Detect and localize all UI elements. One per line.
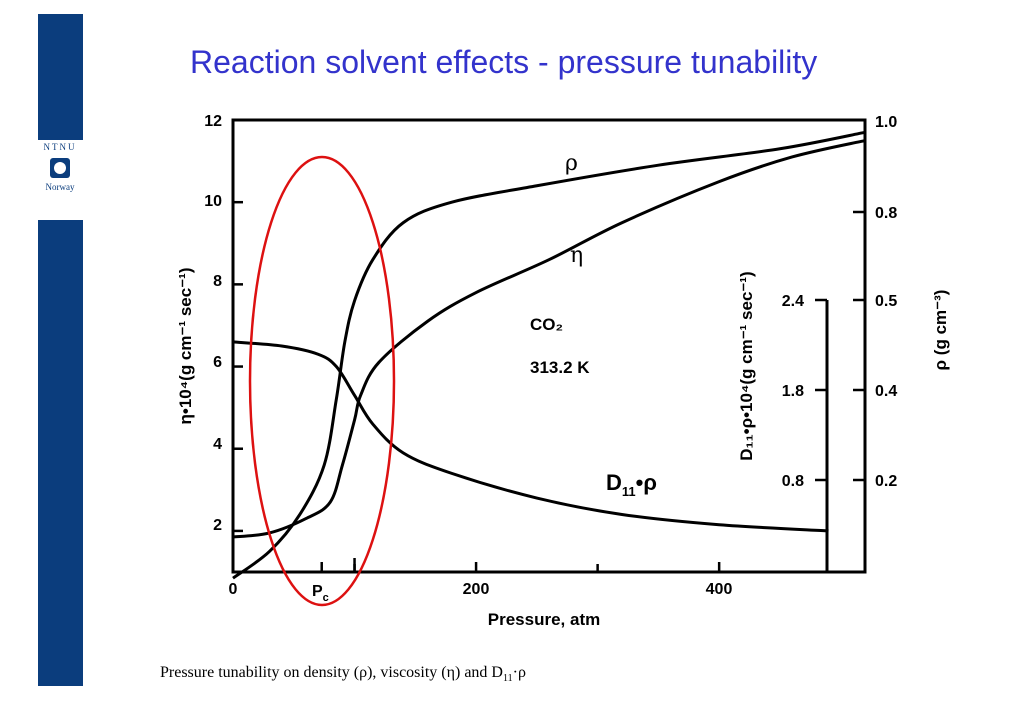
ntnu-logo: NTNU Norway [32,140,88,220]
inner-tick-label: 2.4 [782,293,804,310]
inner-tick-label: 1.8 [782,383,804,400]
series-line-1 [232,139,866,539]
series-label-d11rho: D11•ρ [606,470,657,499]
left-tick-label: 12 [204,113,222,130]
pc-label: Pc [312,583,329,604]
series-label-rho: ρ [565,151,578,176]
co2-annotation: CO₂ [530,315,563,334]
x-axis-label: Pressure, atm [488,610,600,629]
x-tick-label: 0 [229,581,238,598]
left-tick-label: 8 [213,273,222,290]
right-tick-label: 0.2 [875,473,897,490]
right-tick-label: 0.8 [875,205,897,222]
slide-caption: Pressure tunability on density (ρ), visc… [160,664,526,684]
inner-tick-label: 0.8 [782,473,804,490]
right-tick-label: 1.0 [875,114,897,131]
left-tick-label: 6 [213,354,222,371]
plot-frame [231,118,867,574]
left-axis-label: η•10⁴(g cm⁻¹ sec⁻¹) [176,267,195,424]
logo-top-text: NTNU [43,142,77,152]
temperature-annotation: 313.2 K [530,358,590,377]
caption-text: Pressure tunability on density (ρ), visc… [160,664,503,681]
x-tick-label: 200 [463,581,490,598]
x-tick-label: 400 [706,581,733,598]
sidebar-band [38,14,83,686]
logo-bottom-text: Norway [45,182,75,192]
slide-title: Reaction solvent effects - pressure tuna… [190,44,818,80]
left-tick-label: 4 [213,436,222,453]
left-tick-label: 2 [213,517,222,534]
caption-subscript: 11 [502,673,513,685]
right-axis-label: ρ (g cm⁻³) [931,290,950,371]
caption-tail: ·ρ [512,664,526,681]
inner-axis-label: D₁₁•ρ•10⁴(g cm⁻¹ sec⁻¹) [737,271,756,460]
right-tick-label: 0.5 [875,293,897,310]
series-line-0 [232,130,866,580]
series-line-2 [232,340,829,533]
left-tick-label: 10 [204,193,222,210]
pc-region-ellipse [248,155,396,607]
logo-emblem-icon [50,158,70,178]
series-label-eta: η [570,243,583,268]
right-tick-label: 0.4 [875,383,897,400]
